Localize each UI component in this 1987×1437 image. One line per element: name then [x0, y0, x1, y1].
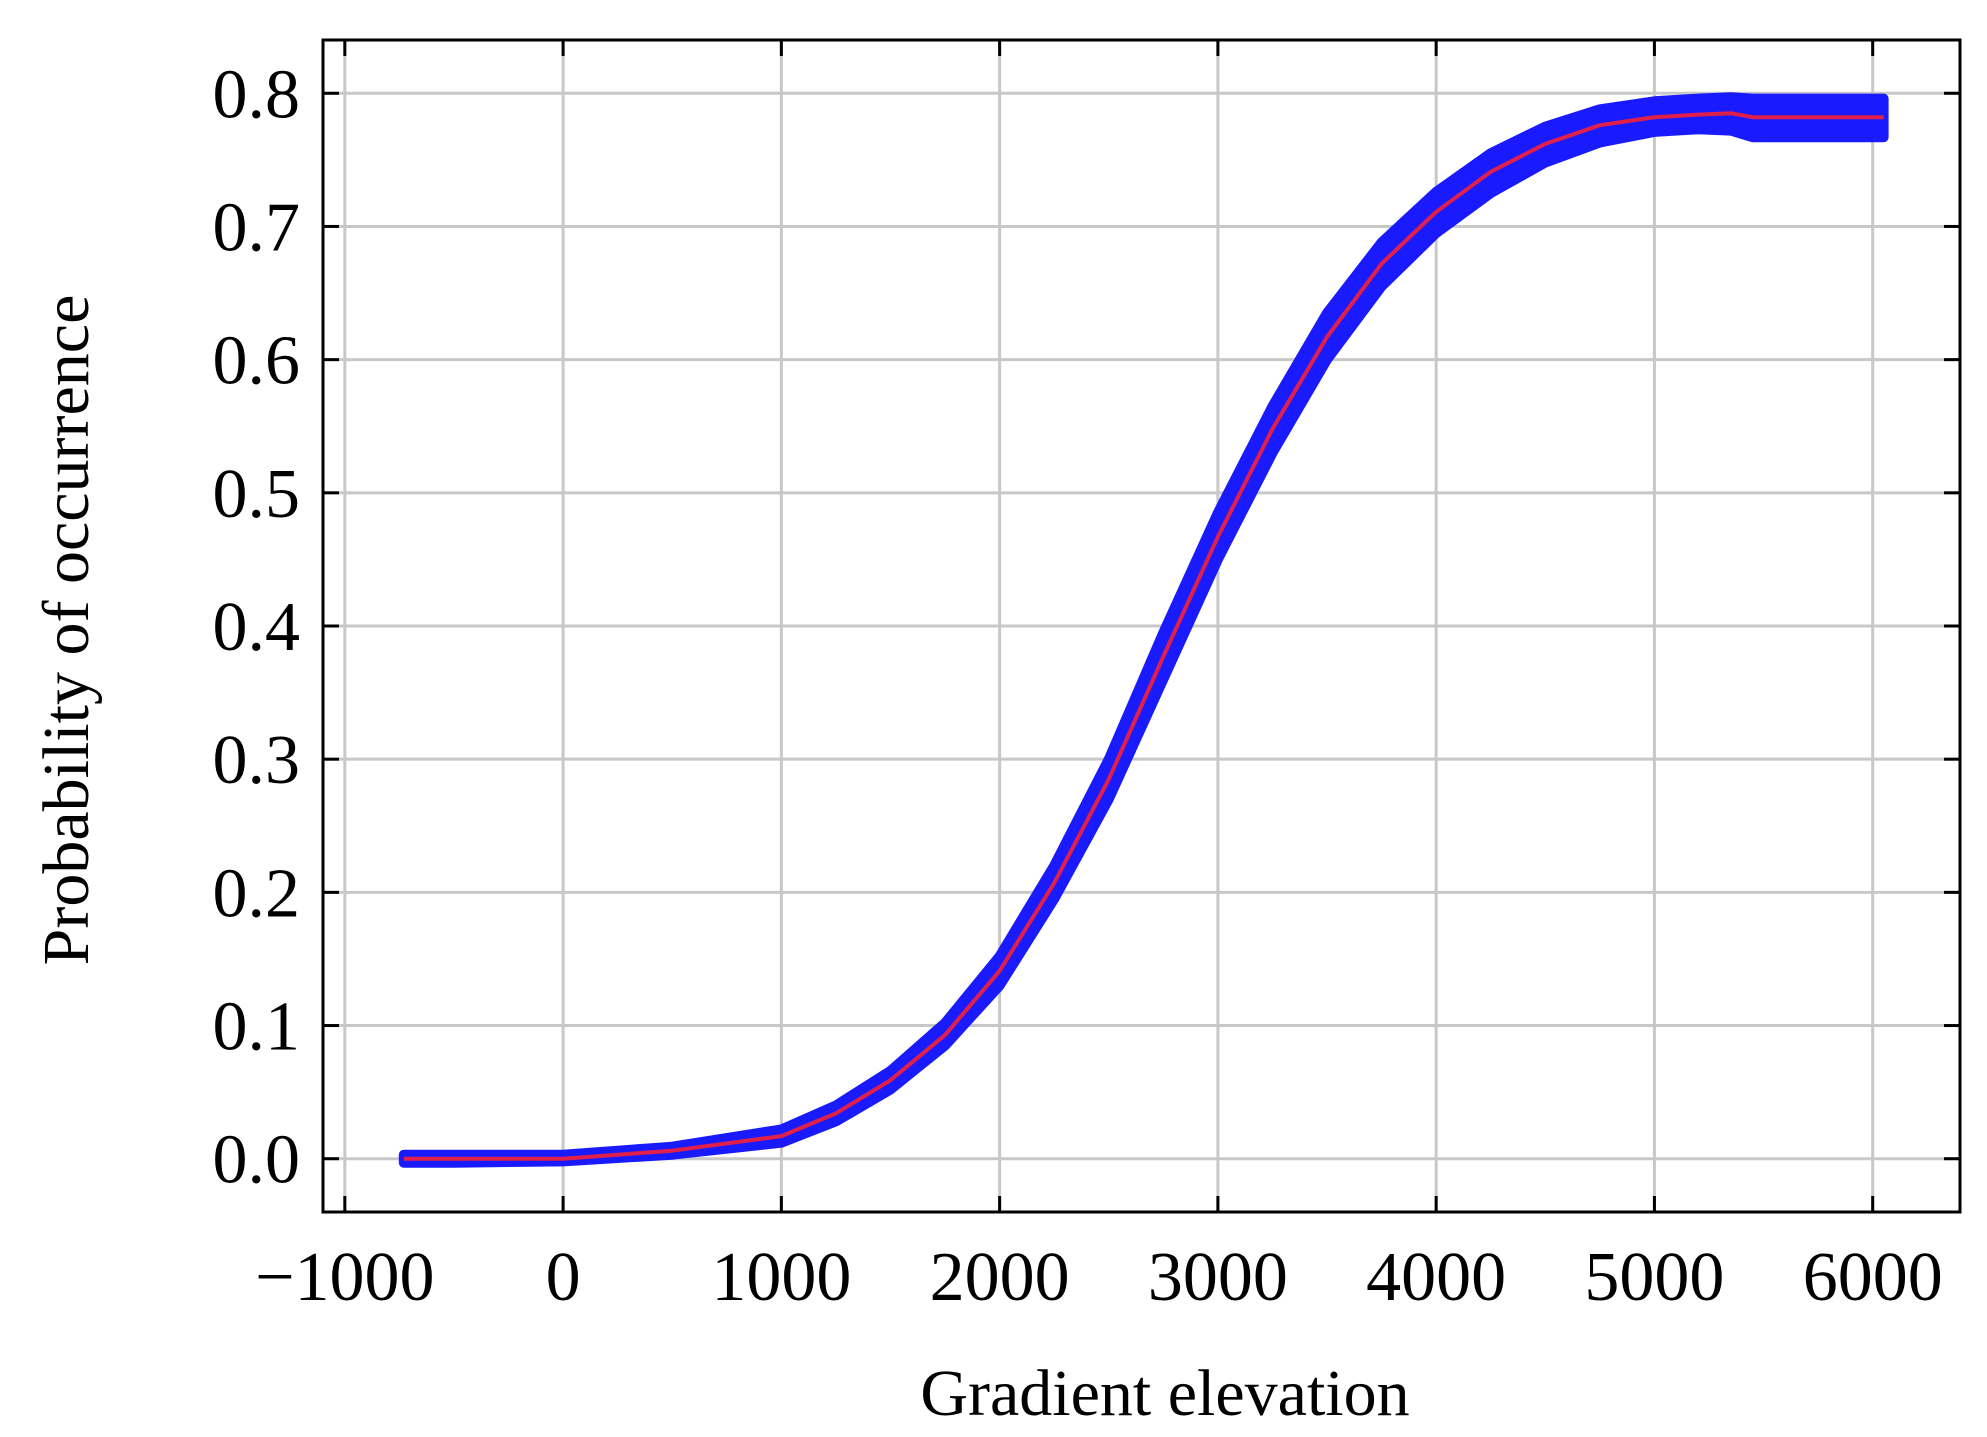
grid-lines — [323, 40, 1960, 1212]
x-tick-label: 1000 — [711, 1239, 851, 1316]
y-tick-label: 0.2 — [213, 855, 301, 932]
x-tick-label: 0 — [546, 1239, 581, 1316]
y-tick-label: 0.5 — [213, 456, 301, 533]
confidence-band-layer — [398, 92, 1889, 1168]
y-tick-label: 0.1 — [213, 989, 301, 1066]
x-tick-label: −1000 — [255, 1239, 434, 1316]
confidence-band — [398, 92, 1889, 1168]
y-tick-labels: 0.0 0.1 0.2 0.3 0.4 0.5 0.6 0.7 0.8 — [213, 56, 301, 1198]
y-tick-label: 0.3 — [213, 722, 301, 799]
x-tick-label: 6000 — [1803, 1239, 1943, 1316]
y-tick-label: 0.8 — [213, 56, 301, 133]
x-tick-label: 5000 — [1584, 1239, 1724, 1316]
axis-ticks — [323, 40, 1960, 1212]
x-axis-label: Gradient elevation — [920, 1357, 1409, 1430]
x-tick-label: 2000 — [930, 1239, 1070, 1316]
x-tick-label: 3000 — [1148, 1239, 1288, 1316]
y-tick-label: 0.7 — [213, 189, 301, 266]
fitted-curve — [403, 111, 1884, 1161]
y-tick-label: 0.6 — [213, 323, 301, 400]
y-axis-label: Probability of occurrence — [30, 295, 103, 966]
x-tick-labels: −1000 0 1000 2000 3000 4000 5000 6000 — [255, 1239, 1943, 1316]
y-tick-label: 0.4 — [213, 589, 301, 666]
x-tick-label: 4000 — [1366, 1239, 1506, 1316]
y-tick-label: 0.0 — [213, 1122, 301, 1199]
fitted-curve-layer — [403, 111, 1884, 1161]
